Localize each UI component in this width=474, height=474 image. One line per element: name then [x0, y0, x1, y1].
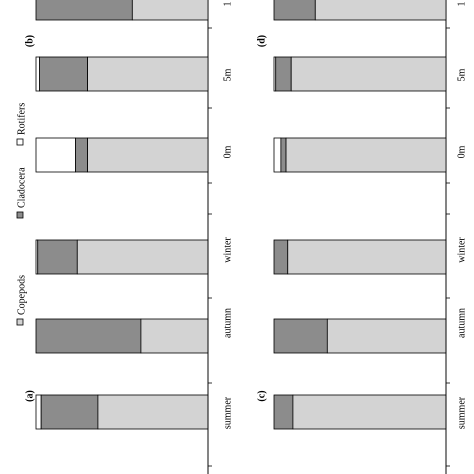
legend-item-copepods: Copepods	[16, 275, 27, 326]
category-label: 5m	[222, 68, 233, 81]
bar-a-autumn-cladocera	[35, 318, 142, 354]
bar-d-5m-cladocera	[275, 56, 292, 92]
legend-swatch-copepods	[16, 318, 24, 326]
legend-label: Copepods	[16, 275, 27, 315]
category-label: summer	[456, 396, 467, 429]
bar-b-0m-copepods	[87, 137, 209, 173]
bar-b-0m-rotifers	[35, 137, 76, 173]
panel-a: summer autumn winter (a)	[24, 0, 233, 474]
bar-d-0m-cladocera	[280, 137, 287, 173]
bar-d-0m-copepods	[285, 137, 447, 173]
bar-a-summer-rotifers	[35, 394, 42, 430]
bar-d-1-copepods	[314, 0, 447, 21]
legend-swatch-rotifers	[16, 138, 24, 146]
category-label: 0m	[456, 145, 467, 158]
bar-c-autumn-copepods	[326, 318, 447, 354]
bar-c-winter-copepods	[287, 239, 447, 275]
bar-c-autumn-cladocera	[273, 318, 328, 354]
category-label: winter	[222, 237, 233, 263]
legend: Copepods Cladocera Rotifers	[16, 103, 27, 326]
bar-c-summer-cladocera	[273, 394, 294, 430]
category-label: winter	[456, 237, 467, 263]
bar-c-winter-cladocera	[273, 239, 289, 275]
category-label: 1	[222, 2, 233, 7]
bar-d-1-cladocera	[273, 0, 316, 21]
category-label: 5m	[456, 68, 467, 81]
bar-a-summer-cladocera	[40, 394, 99, 430]
bar-b-1-copepods	[131, 0, 209, 21]
bar-a-summer-copepods	[97, 394, 209, 430]
bar-b-0m-cladocera	[75, 137, 88, 173]
panel-label: (d)	[256, 35, 267, 47]
bar-b-5m-rotifers	[35, 56, 40, 92]
category-label: summer	[222, 396, 233, 429]
bar-d-5m-copepods	[290, 56, 447, 92]
bar-d-0m-rotifers	[273, 137, 282, 173]
bar-a-winter-copepods	[76, 239, 209, 275]
panel-b: 0m 5m 1 (b)	[24, 0, 233, 474]
panel-d: 0m 5m 1 (d)	[256, 0, 467, 474]
bar-a-winter-cladocera	[37, 239, 78, 275]
legend-item-cladocera: Cladocera	[16, 167, 27, 219]
legend-label: Cladocera	[16, 167, 27, 208]
category-label: 1	[456, 2, 467, 7]
panel-label: (b)	[24, 35, 35, 47]
bar-c-summer-copepods	[292, 394, 447, 430]
panel-label: (c)	[256, 390, 267, 401]
legend-label: Rotifers	[16, 103, 27, 135]
category-label: autumn	[222, 308, 233, 338]
panel-label: (a)	[24, 390, 35, 402]
bar-b-1-cladocera	[35, 0, 133, 21]
legend-swatch-cladocera	[16, 211, 24, 219]
category-label: 0m	[222, 145, 233, 158]
category-label: autumn	[456, 308, 467, 338]
bar-b-5m-copepods	[87, 56, 209, 92]
chart-panels: summer autumn winter (a) 0m 5m 1 (b) summer autum…	[24, 0, 467, 474]
bar-b-5m-cladocera	[39, 56, 88, 92]
panel-c: summer autumn winter (c)	[256, 0, 467, 474]
legend-item-rotifers: Rotifers	[16, 103, 27, 146]
bar-a-autumn-copepods	[140, 318, 209, 354]
